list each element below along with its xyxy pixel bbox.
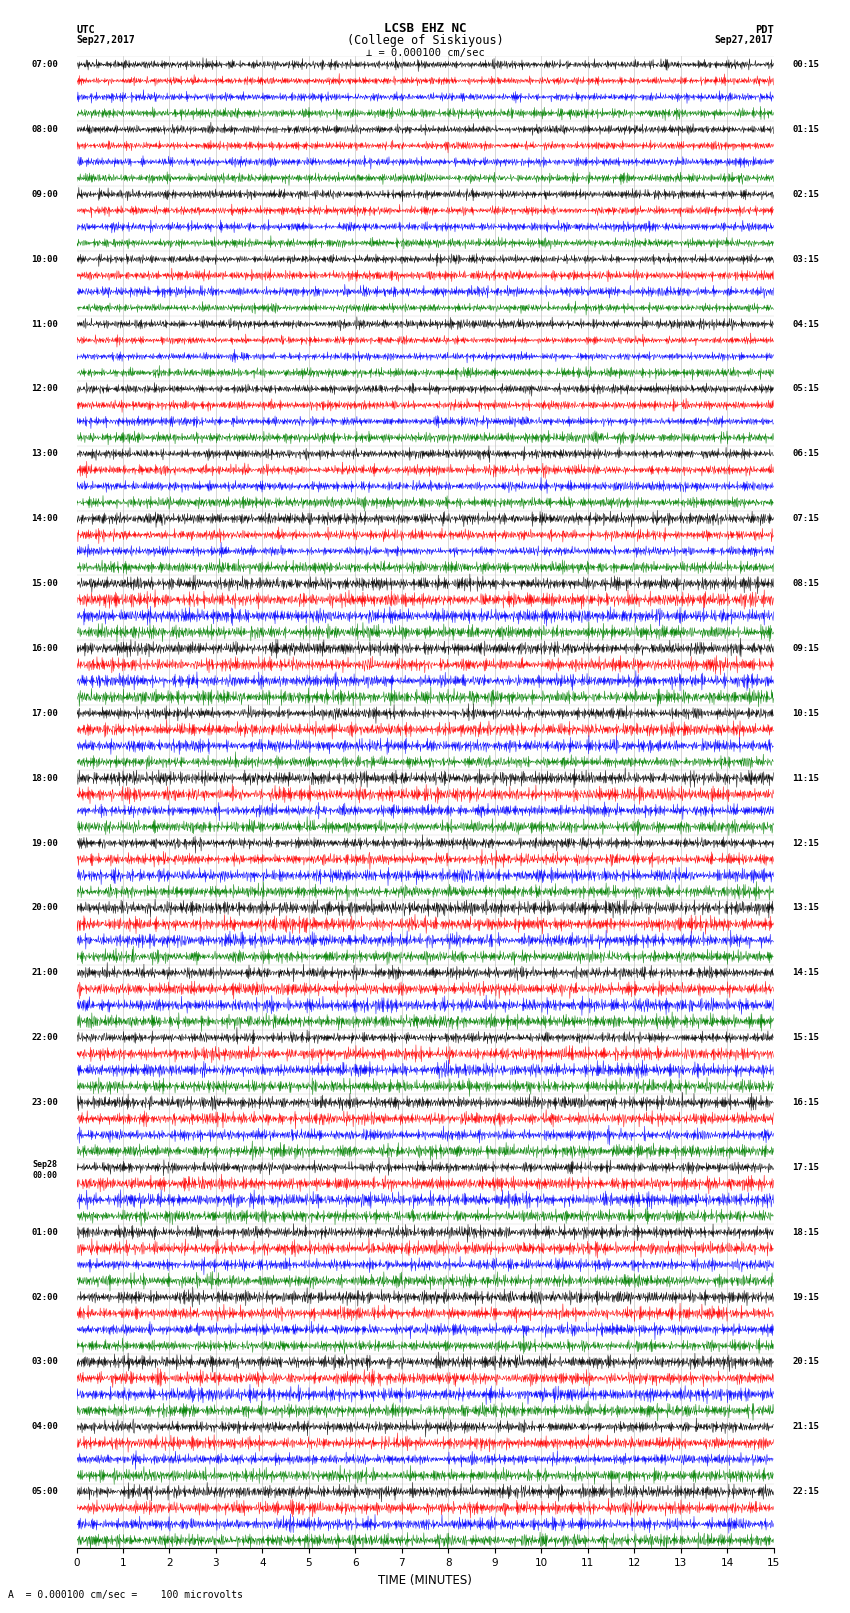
Text: 21:00: 21:00 — [31, 968, 58, 977]
Text: 01:00: 01:00 — [31, 1227, 58, 1237]
Text: 02:15: 02:15 — [792, 190, 819, 198]
Text: 22:00: 22:00 — [31, 1032, 58, 1042]
Text: 18:00: 18:00 — [31, 774, 58, 782]
Text: 07:15: 07:15 — [792, 515, 819, 523]
Text: 22:15: 22:15 — [792, 1487, 819, 1497]
Text: 16:15: 16:15 — [792, 1098, 819, 1107]
Text: 12:15: 12:15 — [792, 839, 819, 847]
Text: ⊥ = 0.000100 cm/sec: ⊥ = 0.000100 cm/sec — [366, 48, 484, 58]
Text: LCSB EHZ NC: LCSB EHZ NC — [383, 23, 467, 35]
Text: 18:15: 18:15 — [792, 1227, 819, 1237]
Text: 17:15: 17:15 — [792, 1163, 819, 1173]
Text: 11:00: 11:00 — [31, 319, 58, 329]
Text: 00:15: 00:15 — [792, 60, 819, 69]
Text: 14:00: 14:00 — [31, 515, 58, 523]
Text: 08:15: 08:15 — [792, 579, 819, 589]
Text: 08:00: 08:00 — [31, 124, 58, 134]
Text: 02:00: 02:00 — [31, 1292, 58, 1302]
Text: 05:00: 05:00 — [31, 1487, 58, 1497]
Text: 07:00: 07:00 — [31, 60, 58, 69]
Text: 11:15: 11:15 — [792, 774, 819, 782]
Text: 20:00: 20:00 — [31, 903, 58, 913]
Text: 10:15: 10:15 — [792, 708, 819, 718]
Text: 12:00: 12:00 — [31, 384, 58, 394]
Text: 06:15: 06:15 — [792, 450, 819, 458]
Text: 01:15: 01:15 — [792, 124, 819, 134]
Text: 15:15: 15:15 — [792, 1032, 819, 1042]
Text: 21:15: 21:15 — [792, 1423, 819, 1431]
Text: 09:00: 09:00 — [31, 190, 58, 198]
Text: Sep28: Sep28 — [33, 1160, 58, 1169]
Text: 13:15: 13:15 — [792, 903, 819, 913]
Text: 03:15: 03:15 — [792, 255, 819, 263]
Text: 13:00: 13:00 — [31, 450, 58, 458]
Text: Sep27,2017: Sep27,2017 — [715, 35, 774, 45]
Text: 03:00: 03:00 — [31, 1358, 58, 1366]
Text: 23:00: 23:00 — [31, 1098, 58, 1107]
Text: 04:00: 04:00 — [31, 1423, 58, 1431]
Text: 09:15: 09:15 — [792, 644, 819, 653]
Text: 16:00: 16:00 — [31, 644, 58, 653]
Text: (College of Siskiyous): (College of Siskiyous) — [347, 34, 503, 47]
Text: PDT: PDT — [755, 26, 774, 35]
Text: 10:00: 10:00 — [31, 255, 58, 263]
Text: 19:15: 19:15 — [792, 1292, 819, 1302]
Text: 15:00: 15:00 — [31, 579, 58, 589]
Text: 00:00: 00:00 — [33, 1171, 58, 1181]
Text: A  = 0.000100 cm/sec =    100 microvolts: A = 0.000100 cm/sec = 100 microvolts — [8, 1590, 243, 1600]
Text: 17:00: 17:00 — [31, 708, 58, 718]
Text: 14:15: 14:15 — [792, 968, 819, 977]
Text: Sep27,2017: Sep27,2017 — [76, 35, 135, 45]
Text: 20:15: 20:15 — [792, 1358, 819, 1366]
Text: 04:15: 04:15 — [792, 319, 819, 329]
Text: UTC: UTC — [76, 26, 95, 35]
Text: 05:15: 05:15 — [792, 384, 819, 394]
Text: 19:00: 19:00 — [31, 839, 58, 847]
X-axis label: TIME (MINUTES): TIME (MINUTES) — [378, 1574, 472, 1587]
